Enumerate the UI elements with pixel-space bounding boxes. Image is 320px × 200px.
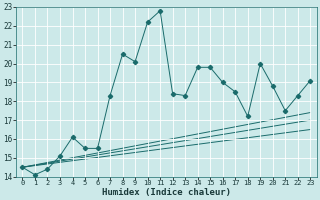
- X-axis label: Humidex (Indice chaleur): Humidex (Indice chaleur): [102, 188, 231, 197]
